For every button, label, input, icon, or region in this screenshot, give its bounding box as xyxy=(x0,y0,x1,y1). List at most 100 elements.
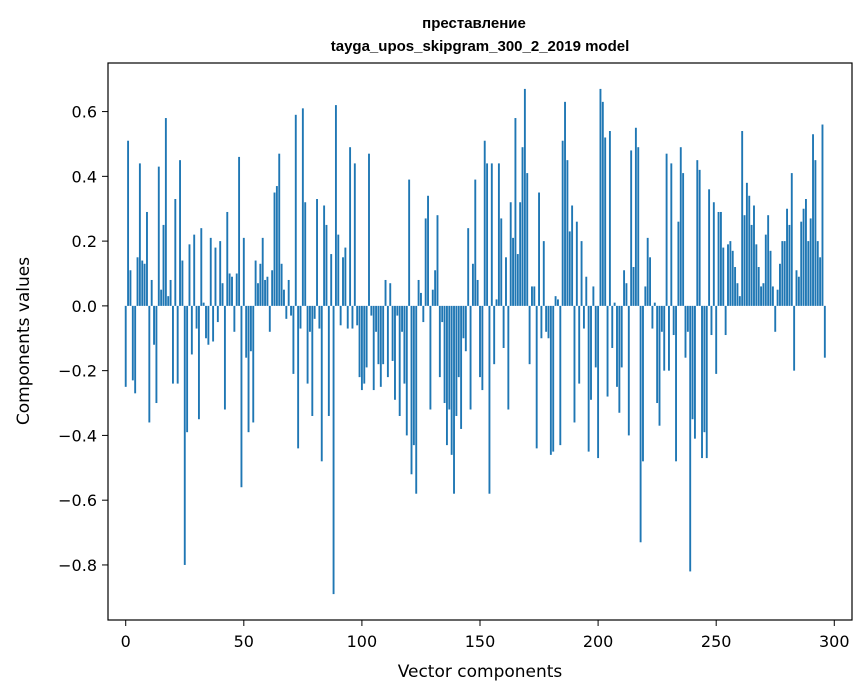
bar-147 xyxy=(471,263,474,306)
bar-137 xyxy=(448,305,451,410)
bar-173 xyxy=(533,286,536,306)
bar-134 xyxy=(441,305,444,323)
bar-294 xyxy=(819,257,822,306)
bar-135 xyxy=(443,305,446,404)
bar-257 xyxy=(731,250,734,306)
x-tick-label: 0 xyxy=(121,632,131,651)
bar-219 xyxy=(642,305,644,462)
bar-170 xyxy=(526,173,529,306)
x-tick-label: 100 xyxy=(347,632,378,651)
bar-227 xyxy=(660,305,663,332)
bar-96 xyxy=(351,305,354,329)
bar-235 xyxy=(679,147,682,306)
bar-158 xyxy=(497,163,500,306)
bar-32 xyxy=(200,228,203,306)
bar-1 xyxy=(127,140,130,306)
bar-127 xyxy=(424,218,427,306)
bar-153 xyxy=(486,163,489,306)
bar-149 xyxy=(476,279,479,306)
bar-209 xyxy=(618,305,621,413)
bar-76 xyxy=(304,202,307,306)
bar-37 xyxy=(212,305,215,342)
bar-95 xyxy=(349,147,352,306)
bar-178 xyxy=(545,305,548,332)
bar-111 xyxy=(386,305,389,378)
bar-289 xyxy=(807,241,810,306)
bar-277 xyxy=(779,263,781,306)
bar-181 xyxy=(552,305,555,452)
bar-286 xyxy=(800,221,803,306)
bar-119 xyxy=(405,305,408,436)
bar-250 xyxy=(715,305,718,374)
bar-275 xyxy=(774,305,777,332)
bar-283 xyxy=(793,305,796,371)
bar-262 xyxy=(743,215,746,306)
y-tick-label: 0.0 xyxy=(72,297,97,316)
bar-203 xyxy=(604,137,607,306)
bar-75 xyxy=(301,108,304,306)
bar-14 xyxy=(157,166,160,306)
bar-276 xyxy=(776,289,779,306)
bar-154 xyxy=(488,305,491,494)
bar-102 xyxy=(365,305,368,368)
bar-165 xyxy=(514,118,517,306)
bar-89 xyxy=(334,105,337,306)
bar-74 xyxy=(299,305,302,329)
bar-43 xyxy=(226,211,229,306)
bar-40 xyxy=(219,241,222,306)
bar-146 xyxy=(469,305,472,410)
bar-287 xyxy=(802,208,805,306)
bar-161 xyxy=(505,257,507,306)
bar-52 xyxy=(247,305,250,433)
bar-216 xyxy=(634,127,637,306)
bar-208 xyxy=(616,305,618,387)
bar-296 xyxy=(823,305,826,358)
bar-131 xyxy=(434,270,437,306)
bar-109 xyxy=(382,305,385,365)
bar-251 xyxy=(717,211,720,306)
bar-224 xyxy=(653,302,656,306)
bar-130 xyxy=(431,289,434,306)
bar-285 xyxy=(797,276,800,306)
bar-138 xyxy=(450,305,453,455)
bar-97 xyxy=(353,163,356,306)
bar-239 xyxy=(689,305,692,572)
bar-226 xyxy=(658,305,661,426)
bar-58 xyxy=(261,237,264,306)
bar-278 xyxy=(781,241,784,306)
bar-269 xyxy=(760,286,763,306)
bar-230 xyxy=(668,305,670,371)
bar-118 xyxy=(403,305,406,384)
bar-23 xyxy=(179,160,181,306)
bar-164 xyxy=(512,237,515,306)
bar-217 xyxy=(637,147,640,306)
bar-201 xyxy=(599,88,602,306)
bar-243 xyxy=(698,169,701,306)
bar-142 xyxy=(460,305,463,429)
bar-207 xyxy=(613,302,616,306)
bar-282 xyxy=(790,173,793,306)
bar-234 xyxy=(677,221,680,306)
bar-295 xyxy=(821,124,824,306)
bar-79 xyxy=(311,305,314,416)
bar-2 xyxy=(129,270,132,306)
bar-237 xyxy=(684,305,687,358)
bar-112 xyxy=(389,283,392,306)
bar-122 xyxy=(412,305,415,446)
bar-187 xyxy=(566,160,569,306)
bar-123 xyxy=(415,305,418,494)
y-tick-label: −0.8 xyxy=(58,556,97,575)
bar-193 xyxy=(580,241,583,306)
bar-210 xyxy=(620,305,623,368)
bar-246 xyxy=(705,305,708,459)
bar-25 xyxy=(183,305,186,565)
bar-17 xyxy=(164,118,167,306)
bar-0 xyxy=(124,305,127,387)
bar-155 xyxy=(490,163,493,306)
y-tick-label: 0.2 xyxy=(72,232,97,251)
bar-88 xyxy=(332,305,335,595)
bar-223 xyxy=(651,305,654,329)
bar-105 xyxy=(372,305,375,391)
bar-44 xyxy=(228,273,231,306)
